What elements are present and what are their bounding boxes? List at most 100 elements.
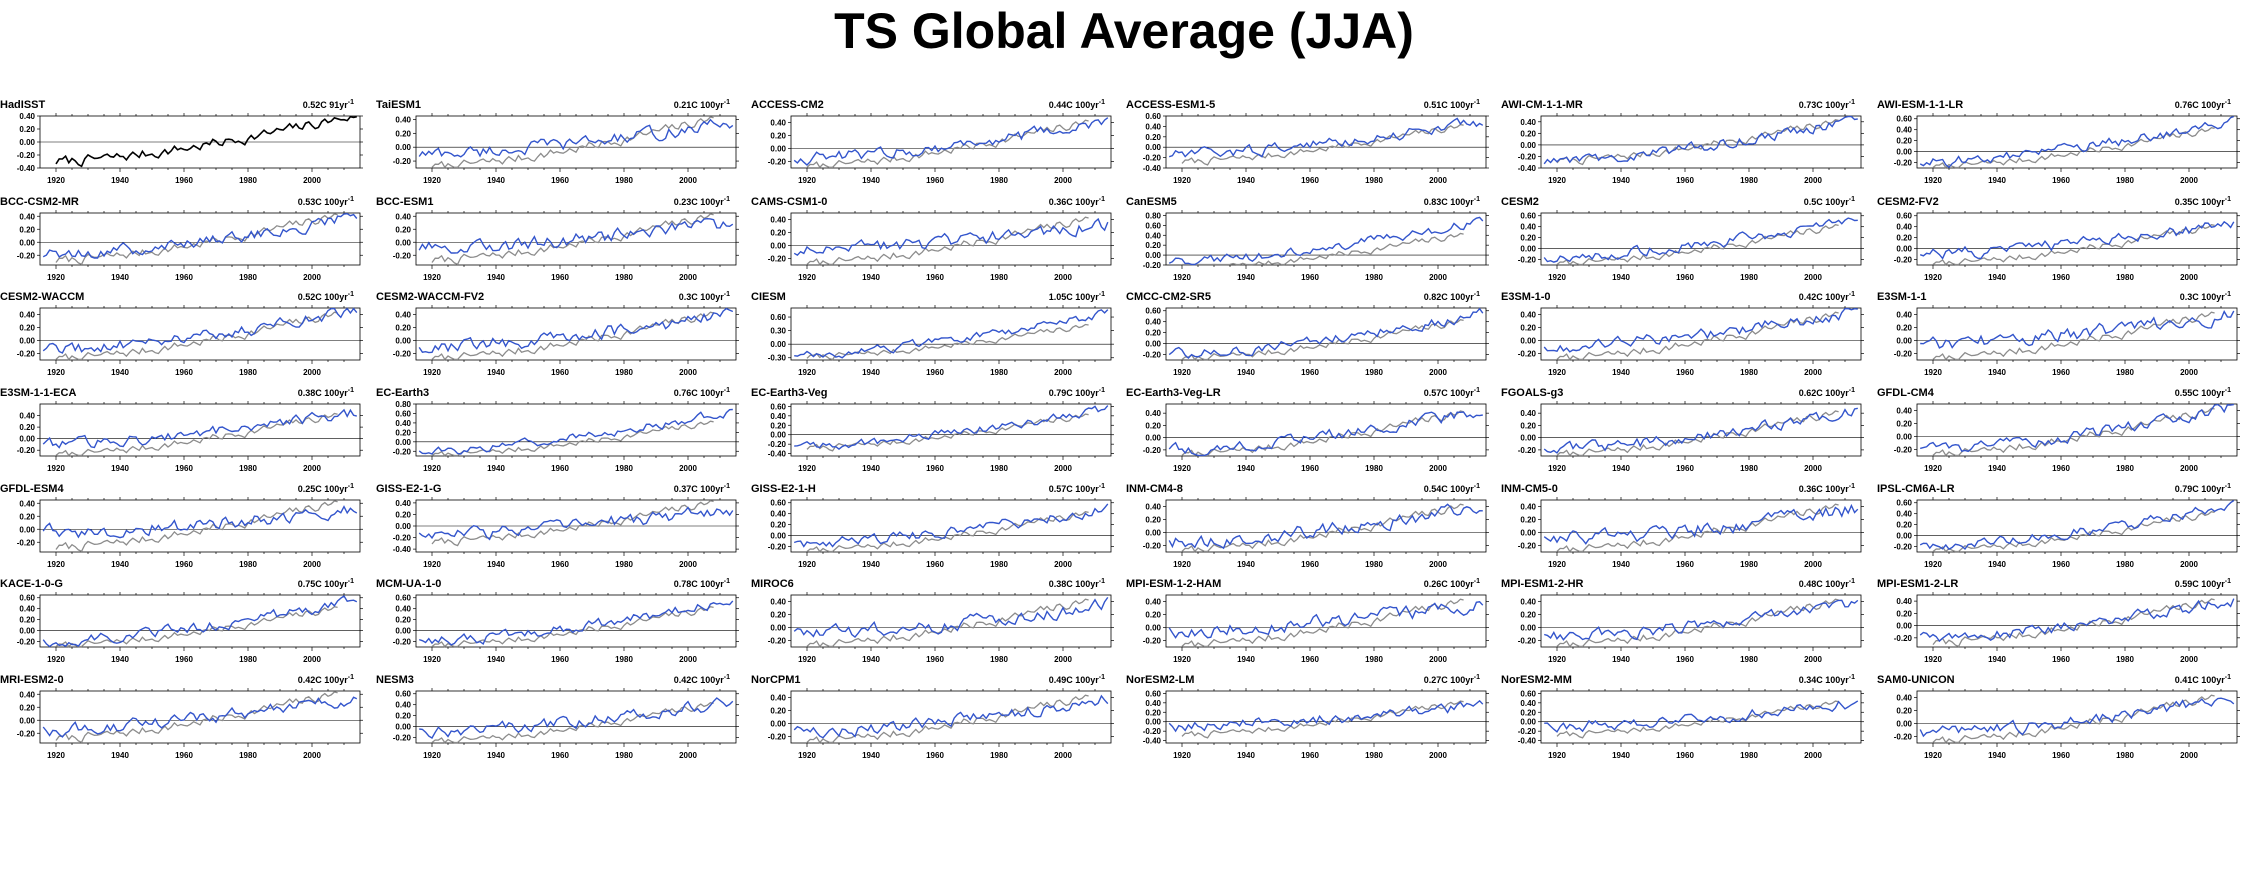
trend-exponent: -1 <box>724 99 730 106</box>
trend-label: 0.36C 100yr-1 <box>1799 483 1855 494</box>
x-tick-label: 2000 <box>2180 176 2198 185</box>
trend-label: 0.38C 100yr-1 <box>1049 578 1105 589</box>
x-tick-label: 1940 <box>111 655 129 664</box>
panel-title: NESM3 <box>376 674 414 686</box>
y-tick-label: -0.20 <box>1894 634 1913 643</box>
x-tick-label: 1920 <box>47 560 65 569</box>
panel-sam0-unicon: SAM0-UNICON 0.41C 100yr-1 0.40 0.20 0.00 -0.2… <box>1877 674 2240 760</box>
x-tick-label: 1980 <box>990 368 1008 377</box>
reference-line <box>55 500 338 553</box>
x-tick-label: 1920 <box>1548 273 1566 282</box>
x-tick-label: 2000 <box>1054 655 1072 664</box>
y-tick-label: 0.20 <box>1520 516 1536 525</box>
y-tick-label: 0.20 <box>1896 609 1912 618</box>
x-tick-label: 1980 <box>615 560 633 569</box>
panel-title: FGOALS-g3 <box>1501 387 1563 399</box>
y-tick-label: -0.40 <box>1518 737 1537 746</box>
x-tick-label: 1920 <box>47 464 65 473</box>
panel-title: CMCC-CM2-SR5 <box>1126 291 1211 303</box>
trend-label: 0.37C 100yr-1 <box>674 483 730 494</box>
y-tick-label: 0.40 <box>1520 223 1536 232</box>
y-tick-label: 0.00 <box>1520 337 1536 346</box>
x-tick-label: 2000 <box>1054 464 1072 473</box>
reference-line <box>1932 598 2215 648</box>
x-tick-label: 2000 <box>1054 560 1072 569</box>
panel-awi-cm-1-1-mr: AWI-CM-1-1-MR 0.73C 100yr-1 0.40 0.20 0.00 -0… <box>1501 99 1864 185</box>
y-tick-label: 0.20 <box>1520 611 1536 620</box>
x-tick-label: 1920 <box>798 464 816 473</box>
y-tick-label: 0.60 <box>770 313 786 322</box>
x-tick-label: 1940 <box>1612 273 1630 282</box>
trend-label: 0.79C 100yr-1 <box>1049 387 1105 398</box>
model-line <box>42 595 358 648</box>
y-tick-label: -0.20 <box>1143 261 1162 270</box>
reference-line <box>1932 223 2215 266</box>
x-tick-label: 1980 <box>990 464 1008 473</box>
x-tick-label: 2000 <box>1429 368 1447 377</box>
y-tick-label: 0.20 <box>395 616 411 625</box>
y-tick-label: 0.20 <box>395 225 411 234</box>
trend-exponent: -1 <box>1474 483 1480 490</box>
trend-label: 0.57C 100yr-1 <box>1049 483 1105 494</box>
y-tick-label: 0.20 <box>1145 421 1161 430</box>
x-tick-label: 1940 <box>487 368 505 377</box>
trend-exponent: -1 <box>1849 483 1855 490</box>
x-tick-label: 1960 <box>175 751 193 760</box>
x-tick-label: 2000 <box>2180 751 2198 760</box>
y-tick-label: 0.40 <box>770 510 786 519</box>
y-tick-label: -0.20 <box>17 538 36 547</box>
y-tick-label: 0.40 <box>395 605 411 614</box>
panel-title: NorESM2-MM <box>1501 674 1572 686</box>
panel-fgoals-g3: FGOALS-g3 0.62C 100yr-1 0.40 0.20 0.00 -0.20 1… <box>1501 387 1864 473</box>
panel-title: MPI-ESM-1-2-HAM <box>1126 578 1221 590</box>
x-tick-label: 2000 <box>303 273 321 282</box>
panel-miroc6: MIROC6 0.38C 100yr-1 0.40 0.20 0.00 -0.20 1920… <box>751 578 1114 664</box>
reference-line <box>1181 503 1464 553</box>
x-tick-label: 1920 <box>423 655 441 664</box>
y-tick-label: -0.20 <box>17 350 36 359</box>
panel-title: EC-Earth3 <box>376 387 429 399</box>
x-tick-label: 1920 <box>1548 560 1566 569</box>
y-tick-label: -0.20 <box>393 447 412 456</box>
y-tick-label: 0.00 <box>1145 143 1161 152</box>
y-tick-label: 0.60 <box>770 402 786 411</box>
y-tick-label: 0.00 <box>1520 141 1536 150</box>
x-tick-label: 1940 <box>1988 464 2006 473</box>
x-tick-label: 1940 <box>1237 464 1255 473</box>
reference-line <box>1932 311 2215 361</box>
y-tick-label: 0.60 <box>1896 212 1912 221</box>
y-tick-label: -0.20 <box>1518 256 1537 265</box>
panel-title: CESM2-FV2 <box>1877 196 1939 208</box>
trend-exponent: -1 <box>724 291 730 298</box>
y-tick-label: -0.20 <box>1518 350 1537 359</box>
panel-title: CanESM5 <box>1126 196 1177 208</box>
x-tick-label: 1960 <box>551 273 569 282</box>
trend-label: 0.76C 100yr-1 <box>674 387 730 398</box>
model-line <box>1544 599 1859 641</box>
x-tick-label: 2000 <box>2180 273 2198 282</box>
x-tick-label: 1980 <box>1365 655 1383 664</box>
x-tick-label: 1960 <box>2052 655 2070 664</box>
y-tick-label: 0.40 <box>1896 311 1912 320</box>
model-line <box>1919 499 2235 551</box>
y-tick-label: 0.00 <box>1520 624 1536 633</box>
y-tick-label: 0.00 <box>395 627 411 636</box>
panel-title: E3SM-1-0 <box>1501 291 1551 303</box>
y-tick-label: 0.00 <box>19 716 35 725</box>
trend-label: 0.42C 100yr-1 <box>298 674 354 685</box>
panel-noresm2-lm: NorESM2-LM 0.27C 100yr-10.600.400.200.00-… <box>1126 674 1489 760</box>
reference-line <box>55 691 338 744</box>
model-line <box>42 307 358 354</box>
model-line <box>793 503 1109 548</box>
y-tick-label: 0.60 <box>395 409 411 418</box>
x-tick-label: 1940 <box>487 176 505 185</box>
trend-label: 0.51C 100yr-1 <box>1424 99 1480 110</box>
x-tick-label: 1920 <box>1173 751 1191 760</box>
x-tick-label: 1960 <box>2052 368 2070 377</box>
x-tick-label: 1920 <box>1548 464 1566 473</box>
panel-title: ACCESS-ESM1-5 <box>1126 99 1215 111</box>
panel-e3sm-1-1: E3SM-1-1 0.3C 100yr-1 0.40 0.20 0.00 -0.20 192… <box>1877 291 2240 377</box>
panel-mcm-ua-1-0: MCM-UA-1-0 0.78C 100yr-1 0.60 0.40 0.20 0.00 -… <box>376 578 739 664</box>
y-tick-label: 0.00 <box>1520 529 1536 538</box>
y-tick-label: 0.20 <box>395 428 411 437</box>
